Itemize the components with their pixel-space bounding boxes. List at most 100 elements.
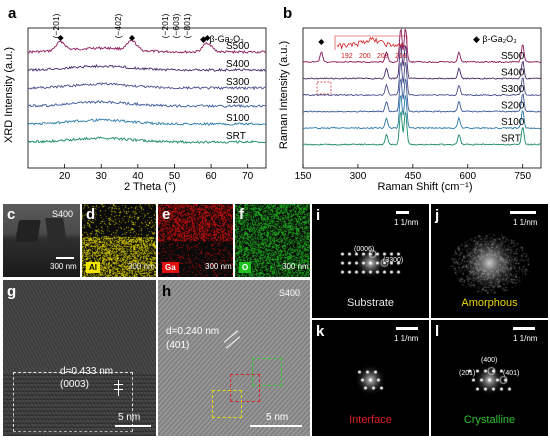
panel-label-d: d [86,206,96,223]
series-line-s500 [27,39,267,55]
sem-image-c [3,204,80,277]
spot-index: (3300) [383,257,404,264]
fft-caption-substrate: Substrate [346,297,395,309]
scale-bar [510,211,536,214]
amorphous-region-box [212,390,242,418]
fft-caption-interface: Interface [349,414,392,426]
panel-label-f: f [239,206,244,223]
inset-tick: 208 [377,53,389,60]
series-label: S400 [226,59,250,70]
panel-label-b: b [283,5,292,22]
raman-frame [302,27,542,169]
xrd-ylabel: XRD Intensity (a.u.) [3,47,15,143]
plane-label: (401) [166,340,190,351]
scale-label: 300 nm [282,262,309,271]
crystalline-region-box [252,358,282,386]
series-line-s500 [302,28,542,64]
xrd-peak-label: (−402) [113,13,123,38]
scale-bar [115,425,151,427]
series-line-s300 [27,82,267,91]
plane-label: (0003) [60,379,89,390]
series-label: S200 [501,101,525,112]
x-tick-label: 60 [206,171,218,182]
xrd-chart: a XRD Intensity (a.u.) 2 Theta (°) ◆ β-G… [3,5,267,193]
scale-bar [56,257,74,259]
diffraction-spots [431,320,548,436]
spot-index: (201) [459,370,476,377]
series-label: S300 [501,84,525,95]
diffraction-spots [312,320,429,436]
series-label: S100 [226,113,250,124]
panel-label-k: k [316,323,325,340]
raman-ylabel: Raman Intensity (a.u.) [278,41,290,149]
panel-label-g: g [7,283,17,300]
phase-marker [128,35,135,41]
x-tick-label: 150 [295,171,312,182]
interface-region-box [230,374,260,402]
x-tick-label: 20 [59,171,71,182]
scale-label: 300 nm [50,262,77,271]
scale-label: 5 nm [118,412,141,423]
sample-tag: S400 [279,288,301,298]
sem-feature [45,218,67,244]
eds-map-o [235,204,310,277]
fft-pattern-k [312,320,429,436]
inset-tick: 216 [395,53,407,60]
phase-marker [57,35,64,41]
zoom-region-box [13,372,133,432]
series-line-s300 [302,60,542,97]
series-label: S300 [226,77,250,88]
raman-legend: ◆ β-Ga₂O₃ [473,34,517,44]
series-line-s200 [302,77,542,113]
x-tick-label: 300 [350,171,367,182]
phase-marker [318,39,325,45]
raman-xlabel: Raman Shift (cm⁻¹) [377,181,472,193]
scale-bar [250,425,302,427]
d-spacing-label: d=0.240 nm [166,326,220,337]
diffuse-halo [431,204,548,318]
xrd-peak-label: (−201) [160,13,170,38]
xrd-peak-label: (−801) [182,13,192,38]
fft-caption-amorphous: Amorphous [461,297,518,309]
phase-marker [204,35,211,41]
fft-pattern-j [431,204,548,318]
series-label: S500 [501,51,525,62]
panel-label-e: e [162,206,171,223]
series-line-srt [302,110,542,146]
scale-label: 1 1/nm [513,334,538,343]
spot-index: (0006) [354,246,375,253]
x-tick-label: 70 [242,171,254,182]
inset-tick: 192 [341,53,353,60]
fft-caption-crystalline: Crystalline [463,414,516,426]
series-line-srt [27,136,267,144]
series-line-s400 [302,44,542,80]
series-label: S400 [501,68,525,79]
series-line-s100 [302,94,542,130]
scale-bar [513,327,535,330]
scale-label: 5 nm [266,412,289,423]
panel-label-j: j [435,207,440,224]
fft-pattern-l [431,320,548,436]
sem-feature [15,220,41,242]
scale-bar [396,211,409,214]
series-label: SRT [501,134,521,145]
raman-inset: 192 200 208 216 [316,35,408,95]
spacing-marker [114,389,123,390]
spot-index: (400) [481,357,498,364]
diffraction-spots [312,204,429,318]
series-label: SRT [226,131,246,142]
panel-label-i: i [316,207,321,224]
x-tick-label: 450 [405,171,422,182]
xrd-legend: ◆ β-Ga₂O₃ [200,34,244,44]
panel-label-l: l [435,323,440,340]
panel-label-c: c [7,206,16,223]
x-tick-label: 40 [132,171,144,182]
xrd-peak-label: (−201) [51,13,61,38]
scale-label: 300 nm [205,262,232,271]
xrd-xlabel: 2 Theta (°) [124,181,176,193]
element-badge-al: Al [86,262,100,273]
series-line-s100 [27,118,267,126]
hrtem-image-h [158,280,310,436]
raman-chart: b Raman Intensity (a.u.) Raman Shift (cm… [278,5,542,193]
